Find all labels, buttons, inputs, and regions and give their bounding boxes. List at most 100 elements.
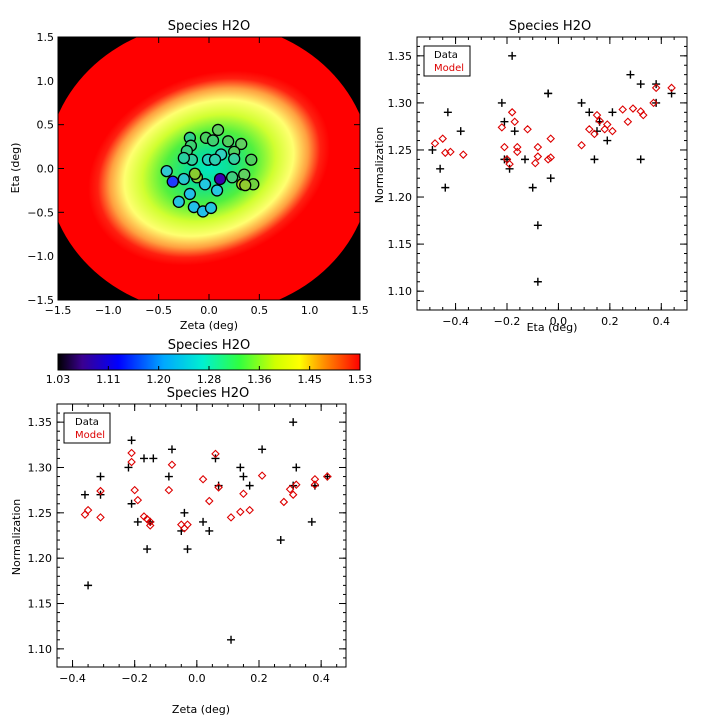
map-point (204, 201, 218, 215)
map-point (183, 187, 197, 201)
map-points (160, 123, 260, 218)
zeta-xtick-label: −0.2 (121, 672, 148, 685)
eta-ytick-label: 1.10 (388, 285, 413, 298)
map-point (188, 167, 202, 180)
eta-model-point (639, 110, 648, 120)
eta-data-point (505, 164, 514, 173)
zeta-ytick-label: 1.25 (28, 507, 53, 520)
eta-data-point (608, 108, 617, 117)
eta-legend-data: Data (434, 50, 458, 61)
zeta-model-point (127, 448, 136, 458)
eta-legend-box (423, 45, 471, 77)
zeta-data-point (164, 472, 173, 481)
zeta-xtick-label: −0.4 (59, 672, 86, 685)
eta-data-point (428, 145, 437, 154)
eta-model-point (531, 158, 540, 168)
zeta-legend-box (63, 412, 111, 444)
map-xtick-label: 1.0 (301, 304, 319, 317)
map-point (221, 135, 235, 148)
map-point (210, 184, 224, 197)
eta-model-point (651, 83, 661, 93)
eta-data-point (497, 98, 506, 107)
eta-xtick-label: −0.4 (442, 315, 469, 328)
zeta-data-point (96, 472, 105, 481)
eta-data-point (436, 164, 445, 173)
eta-xtick-label: 0.0 (550, 315, 568, 328)
zeta-data-point (124, 463, 133, 472)
zeta-data-point (199, 517, 208, 526)
zeta-model-point (183, 520, 192, 529)
zeta-model-point (279, 497, 289, 507)
zeta-model-point (214, 483, 223, 492)
zeta-legend: Data Model (63, 412, 111, 444)
zeta-data-point (323, 472, 332, 481)
zeta-ytick-label: 1.30 (28, 461, 53, 474)
map-ytick-label: −1.0 (27, 250, 54, 263)
zeta-data-point (180, 508, 189, 517)
eta-data-point (533, 221, 542, 230)
zeta-model-point (257, 471, 267, 480)
colorbar-tick-label: 1.36 (247, 373, 272, 386)
zeta-panel: Species H2O −0.4 −0.2 0.0 0.2 0.4 1.10 1.15 1.2… (10, 386, 347, 716)
zeta-title: Species H2O (167, 386, 249, 401)
zeta-ytick-label: 1.35 (28, 416, 53, 429)
map-point (206, 134, 220, 147)
eta-data-point (636, 155, 645, 164)
map-point (166, 175, 179, 188)
zeta-xtick-label: 0.2 (250, 672, 268, 685)
eta-ytick-label: 1.30 (388, 97, 413, 110)
eta-data-point (456, 127, 465, 136)
zeta-model-point (167, 460, 177, 470)
zeta-data-point (80, 490, 89, 499)
eta-model-point (577, 140, 586, 150)
zeta-frame (56, 403, 347, 668)
zeta-data-point (236, 463, 245, 472)
eta-model-point (533, 152, 543, 161)
zeta-axes: −0.4 −0.2 0.0 0.2 0.4 1.10 1.15 1.20 1.25 1.30 1.3… (28, 404, 346, 685)
zeta-model-point (226, 513, 236, 522)
zeta-data-point (292, 463, 301, 472)
zeta-data-point (84, 581, 93, 590)
colorbar: Species H2O 1.03 1.11 1.20 1.28 1.36 1.45 1.53 (46, 338, 373, 386)
eta-model-point (649, 98, 658, 108)
eta-data-point (500, 117, 509, 126)
zeta-model-point (83, 505, 93, 515)
zeta-ytick-label: 1.20 (28, 552, 53, 565)
zeta-model-point (164, 485, 174, 495)
zeta-model-point (145, 517, 155, 527)
zeta-data-point (183, 545, 192, 554)
map-point (198, 178, 212, 191)
zeta-model-point (145, 521, 155, 530)
eta-data-point (441, 183, 450, 192)
eta-model-point (623, 117, 633, 127)
zeta-data-point (143, 545, 152, 554)
map-point (235, 137, 248, 151)
eta-model-point (546, 153, 555, 162)
eta-ylabel: Normalization (373, 127, 386, 203)
colorbar-tick-label: 1.03 (46, 373, 71, 386)
eta-title: Species H2O (509, 19, 591, 34)
eta-model-point (585, 124, 594, 134)
zeta-model-point (310, 480, 320, 489)
zeta-model-point (310, 474, 320, 484)
eta-ytick-label: 1.15 (388, 238, 413, 251)
zeta-model-point (211, 449, 220, 459)
eta-model-point (510, 117, 519, 127)
zeta-xtick-label: 0.0 (188, 672, 206, 685)
map-ytick-label: 0.5 (37, 119, 55, 132)
map-point (160, 164, 173, 178)
zeta-data-point (133, 517, 142, 526)
eta-data-point (546, 174, 555, 183)
map-point (213, 172, 227, 186)
eta-model-point (507, 108, 517, 117)
colorbar-tick-label: 1.11 (96, 373, 121, 386)
eta-model-point (667, 83, 676, 93)
eta-model-point (603, 120, 612, 129)
zeta-data-point (289, 418, 298, 427)
map-panel: Species H2O −1.5−1.5 −1.0 −1.0 −0.5 −0.5 0.0 0… (9, 19, 369, 332)
zeta-data-point (211, 454, 220, 463)
zeta-model-point (288, 490, 298, 499)
colorbar-tick-label: 1.45 (297, 373, 322, 386)
zeta-model-point (292, 480, 301, 489)
